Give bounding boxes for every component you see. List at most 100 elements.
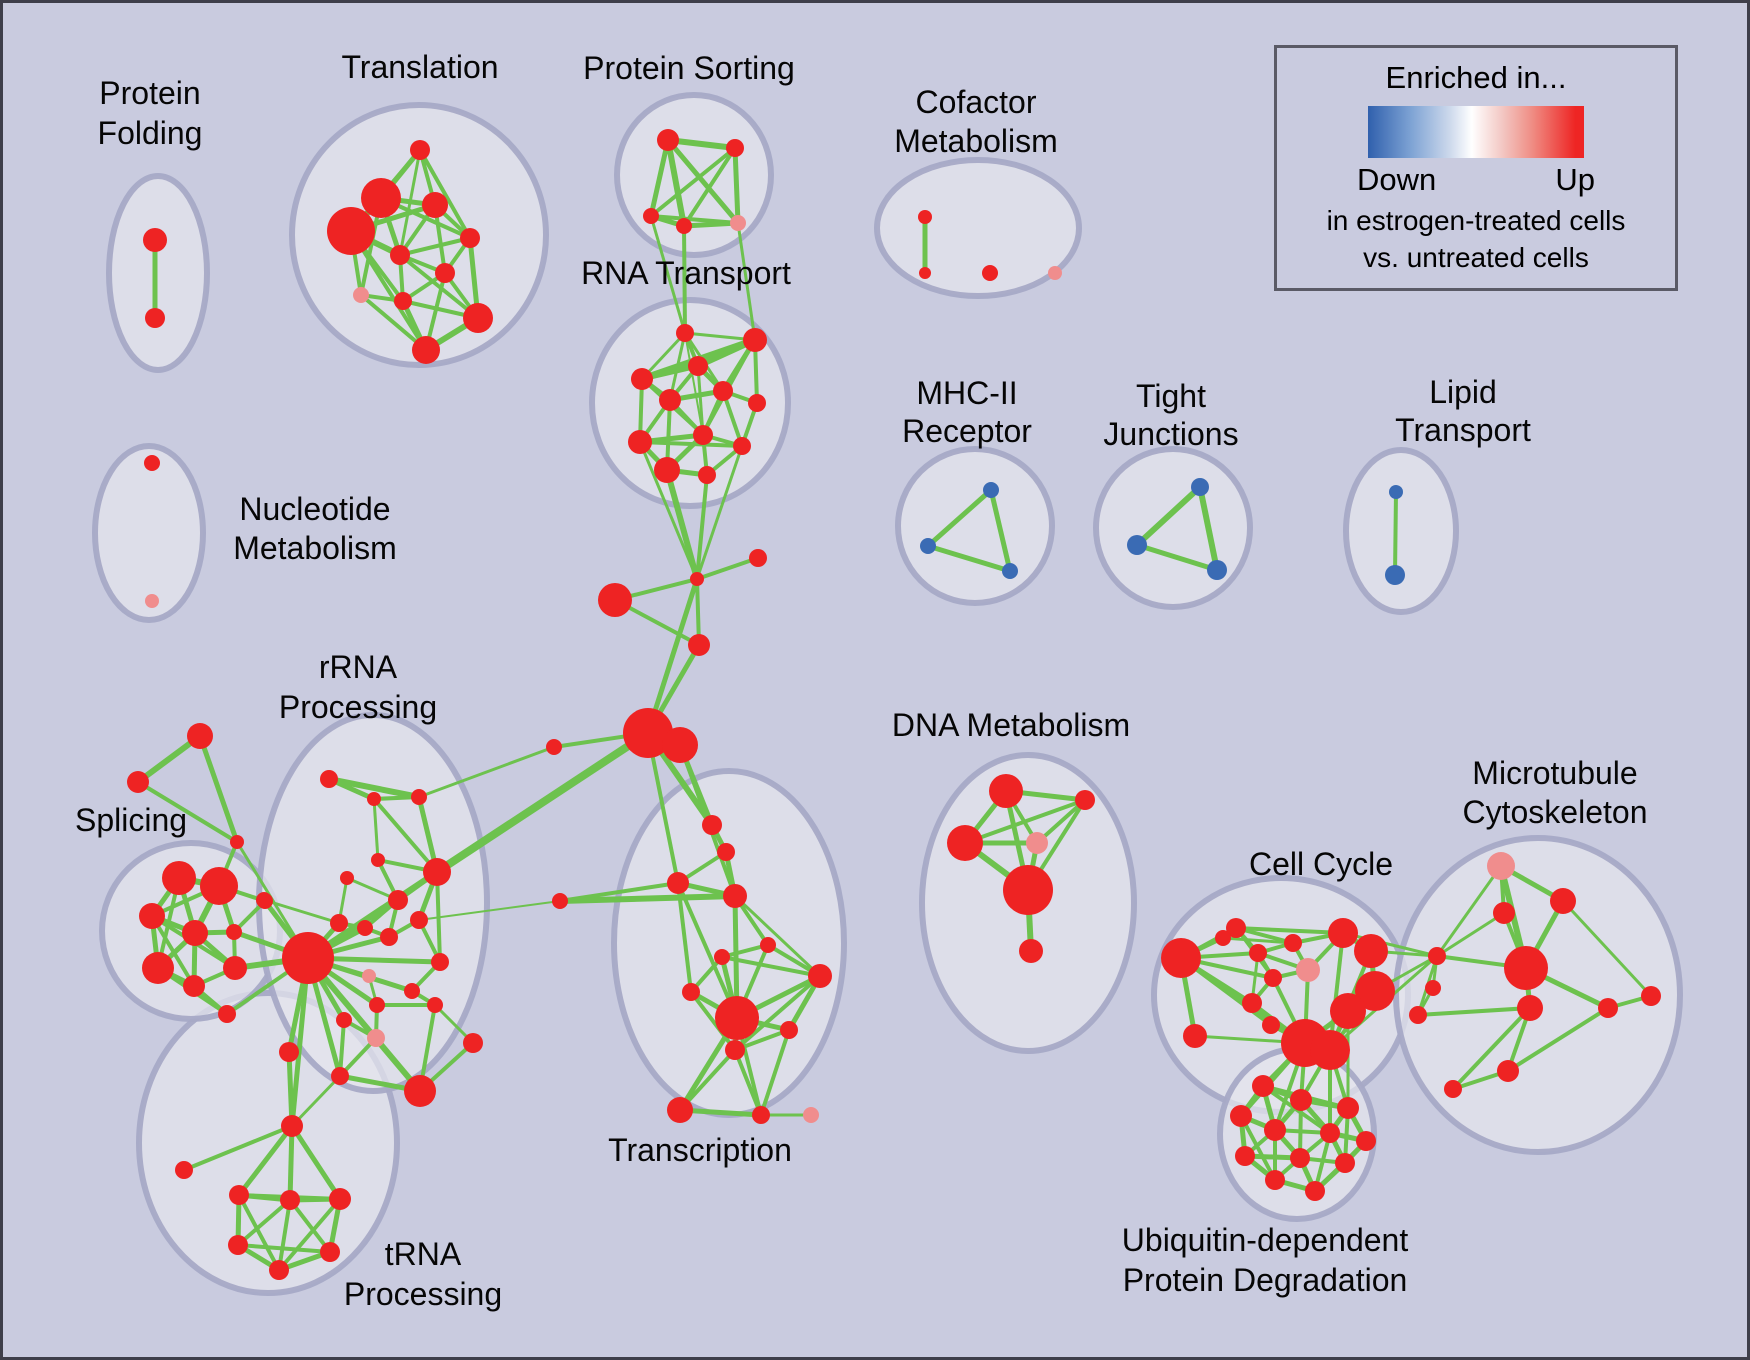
edge-tj0-tj2 bbox=[1197, 486, 1220, 571]
edge-k0-k1 bbox=[286, 1051, 295, 1127]
edge-tj0-tj1 bbox=[1134, 484, 1203, 548]
edge-k4-k6 bbox=[236, 1198, 292, 1247]
gene-set-node-p1 bbox=[726, 139, 744, 157]
gene-set-node-mt7 bbox=[1409, 1006, 1427, 1024]
edge-k3-k8 bbox=[237, 1194, 281, 1271]
edge-H-k1 bbox=[289, 957, 311, 1127]
gene-set-node-e11 bbox=[1330, 993, 1366, 1029]
edge-q8-q11 bbox=[689, 990, 737, 1052]
edge-g1-g3 bbox=[372, 798, 380, 861]
gene-set-node-s5 bbox=[142, 952, 174, 984]
gene-set-node-n1 bbox=[145, 594, 159, 608]
gene-set-node-d2 bbox=[947, 825, 983, 861]
labels-layer: Protein Folding Translation Protein Sorting… bbox=[75, 49, 1648, 1312]
edge-d1-d2 bbox=[964, 798, 1086, 845]
gene-set-node-q0 bbox=[702, 815, 722, 835]
gene-set-node-s6 bbox=[183, 975, 205, 997]
gene-set-node-r0 bbox=[676, 324, 694, 342]
edge-m0-m2 bbox=[988, 489, 1013, 572]
edge-k4-k8 bbox=[277, 1199, 292, 1271]
edge-e2-e8 bbox=[1235, 926, 1344, 935]
gene-set-node-e2 bbox=[1226, 918, 1246, 938]
edge-H-g20 bbox=[305, 956, 423, 1093]
cluster-label-microtubule-cytoskeleton: Microtubule Cytoskeleton bbox=[1463, 755, 1648, 830]
edge-p1-p3 bbox=[682, 146, 737, 228]
gene-set-node-r8 bbox=[628, 430, 652, 454]
gene-set-node-e4 bbox=[1264, 969, 1282, 987]
edge-p0-p4 bbox=[666, 138, 740, 225]
gene-set-node-q4 bbox=[552, 893, 568, 909]
edge-mt2-mc bbox=[1436, 911, 1505, 958]
gene-set-node-v5 bbox=[1320, 1123, 1340, 1143]
edge-r8-r9 bbox=[639, 440, 743, 448]
edge-g7-g8 bbox=[263, 898, 340, 925]
gene-set-node-v11 bbox=[1305, 1181, 1325, 1201]
cluster-label-dna-metabolism: DNA Metabolism bbox=[892, 707, 1130, 743]
gene-set-node-r2 bbox=[688, 356, 708, 376]
gene-set-node-co2 bbox=[982, 265, 998, 281]
edge-q11-q13 bbox=[733, 1049, 763, 1116]
edge-p0-p1 bbox=[667, 137, 736, 151]
edge-l0-l1 bbox=[1393, 491, 1398, 576]
gene-set-node-e0 bbox=[1161, 938, 1201, 978]
legend-subtitle-line2: vs. untreated cells bbox=[1363, 242, 1589, 273]
edge-q2-q9 bbox=[676, 882, 739, 1019]
gene-set-node-l0 bbox=[1389, 485, 1403, 499]
gene-set-node-r3 bbox=[631, 368, 653, 390]
edge-q3-q7 bbox=[733, 894, 822, 978]
gene-set-node-n0 bbox=[144, 455, 160, 471]
gene-set-node-t3 bbox=[422, 192, 448, 218]
gene-set-node-d0 bbox=[989, 774, 1023, 808]
legend-subtitle-line1: in estrogen-treated cells bbox=[1326, 205, 1626, 236]
edge-t5-t9 bbox=[398, 253, 480, 320]
gene-set-node-s0 bbox=[162, 861, 196, 895]
gene-set-node-d4 bbox=[1003, 865, 1053, 915]
gene-set-node-k1 bbox=[281, 1115, 303, 1137]
gene-set-node-g14 bbox=[404, 983, 420, 999]
cluster-label-nucleotide-metabolism: Nucleotide Metabolism bbox=[233, 491, 397, 566]
edge-p2-r0 bbox=[649, 215, 687, 334]
gene-set-node-k5 bbox=[329, 1188, 351, 1210]
gene-set-node-H bbox=[282, 932, 334, 984]
gene-set-node-p2 bbox=[643, 208, 659, 224]
gene-set-node-q13 bbox=[752, 1106, 770, 1124]
cluster-ellipse-protein-folding bbox=[106, 173, 210, 373]
gene-set-node-r10 bbox=[654, 457, 680, 483]
gene-set-node-mt8 bbox=[1641, 986, 1661, 1006]
cluster-label-lipid-transport: Lipid Transport bbox=[1395, 374, 1531, 448]
cluster-label-transcription: Transcription bbox=[608, 1132, 792, 1168]
gene-set-node-t10 bbox=[412, 336, 440, 364]
edge-mt1-mt8 bbox=[1561, 899, 1653, 998]
gene-set-node-t6 bbox=[435, 263, 455, 283]
gene-set-node-r1 bbox=[743, 328, 767, 352]
edge-c3-q2 bbox=[646, 732, 680, 884]
edge-r11-c0 bbox=[695, 474, 709, 580]
edge-r0-r7 bbox=[684, 332, 704, 436]
gene-set-node-t0 bbox=[410, 140, 430, 160]
gene-set-node-v2 bbox=[1337, 1097, 1359, 1119]
gene-set-node-q11 bbox=[725, 1040, 745, 1060]
edge-u1-u2 bbox=[136, 780, 239, 844]
gene-set-node-e6 bbox=[1262, 1016, 1280, 1034]
gene-set-node-v4 bbox=[1264, 1119, 1286, 1141]
edge-t4-t5 bbox=[399, 236, 471, 257]
gene-set-node-q2 bbox=[667, 872, 689, 894]
cluster-label-splicing: Splicing bbox=[75, 802, 187, 838]
gene-set-node-q1 bbox=[717, 843, 735, 861]
gene-set-node-e8 bbox=[1328, 918, 1358, 948]
gene-set-node-g12 bbox=[431, 953, 449, 971]
gene-set-node-t4 bbox=[460, 228, 480, 248]
gene-set-node-v8 bbox=[1290, 1148, 1310, 1168]
edge-mt4-mt10 bbox=[1451, 1006, 1532, 1091]
gene-set-node-mt2 bbox=[1493, 902, 1515, 924]
gene-set-node-pf0 bbox=[143, 228, 167, 252]
gene-set-node-u1 bbox=[127, 771, 149, 793]
gene-set-node-g3 bbox=[371, 853, 385, 867]
gene-set-node-k0 bbox=[279, 1042, 299, 1062]
edge-tj1-tj2 bbox=[1136, 542, 1218, 573]
gene-set-node-d1 bbox=[1075, 790, 1095, 810]
gene-set-node-e3 bbox=[1249, 944, 1267, 962]
gene-set-node-t1 bbox=[361, 178, 401, 218]
gene-set-node-l1 bbox=[1385, 565, 1405, 585]
